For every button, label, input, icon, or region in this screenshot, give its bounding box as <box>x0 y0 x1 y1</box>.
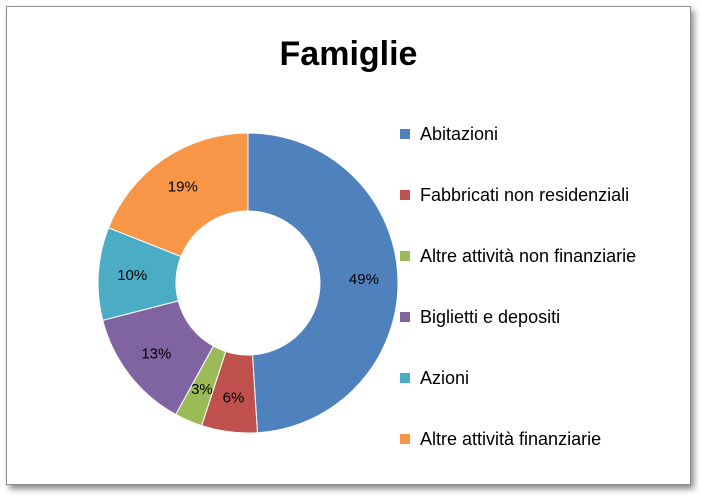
data-label-abitazioni: 49% <box>349 271 379 288</box>
data-label-altre-attivita-non-finanziarie: 3% <box>191 381 213 398</box>
legend-swatch <box>400 190 410 200</box>
legend-label: Abitazioni <box>420 123 499 144</box>
data-label-fabbricati-non-residenziali: 6% <box>223 390 245 407</box>
legend-label: Biglietti e depositi <box>420 306 561 327</box>
donut-chart: 49% 6% 3% 13% 10% 19% <box>97 132 399 434</box>
slice-abitazioni <box>247 132 399 434</box>
legend-swatch <box>400 129 410 139</box>
legend-swatch <box>400 373 410 383</box>
data-label-azioni: 10% <box>117 267 147 284</box>
data-label-altre-attivita-finanziarie: 19% <box>168 179 198 196</box>
legend-item-fabbricati-non-residenziali: Fabbricati non residenziali <box>400 180 636 210</box>
chart-frame: Famiglie 49% 6% 3% 13% 10% 19% Abitazioni Fabb… <box>6 6 691 485</box>
legend-item-altre-attivita-non-finanziarie: Altre attività non finanziarie <box>400 241 636 271</box>
chart-title: Famiglie <box>279 35 418 73</box>
slice-altre-attivita-finanziarie <box>107 132 249 258</box>
legend-label: Altre attività finanziarie <box>420 428 602 449</box>
legend-item-azioni: Azioni <box>400 363 636 393</box>
legend-swatch <box>400 434 410 444</box>
legend-item-biglietti-e-depositi: Biglietti e depositi <box>400 302 636 332</box>
legend-label: Fabbricati non residenziali <box>420 184 630 205</box>
legend-item-altre-attivita-finanziarie: Altre attività finanziarie <box>400 424 636 454</box>
chart-legend: Abitazioni Fabbricati non residenziali Alt… <box>400 119 636 485</box>
legend-label: Altre attività non finanziarie <box>420 245 637 266</box>
legend-label: Azioni <box>420 367 470 388</box>
data-label-biglietti-e-depositi: 13% <box>141 346 171 363</box>
legend-swatch <box>400 312 410 322</box>
legend-swatch <box>400 251 410 261</box>
legend-item-abitazioni: Abitazioni <box>400 119 636 149</box>
